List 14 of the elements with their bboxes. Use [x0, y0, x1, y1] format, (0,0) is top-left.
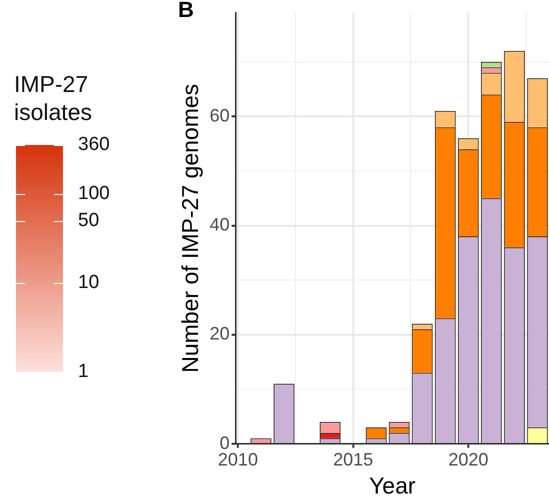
- y-tick-label: 40: [210, 214, 230, 235]
- x-axis-title: Year: [369, 472, 416, 499]
- text: 10: [78, 272, 100, 294]
- text: 50: [78, 210, 100, 232]
- x-tick-label: 2015: [333, 450, 374, 470]
- text: 100: [78, 183, 110, 206]
- text: IMP-27 isolates: [14, 70, 93, 126]
- text: 1: [78, 361, 89, 383]
- y-tick-label: 60: [210, 105, 230, 126]
- text: 360: [78, 134, 110, 156]
- x-tick-label: 2020: [448, 450, 488, 470]
- y-tick-label: 20: [210, 324, 230, 344]
- y-axis-title: Number of IMP-27 genomes: [177, 84, 204, 373]
- text: B: [178, 0, 194, 22]
